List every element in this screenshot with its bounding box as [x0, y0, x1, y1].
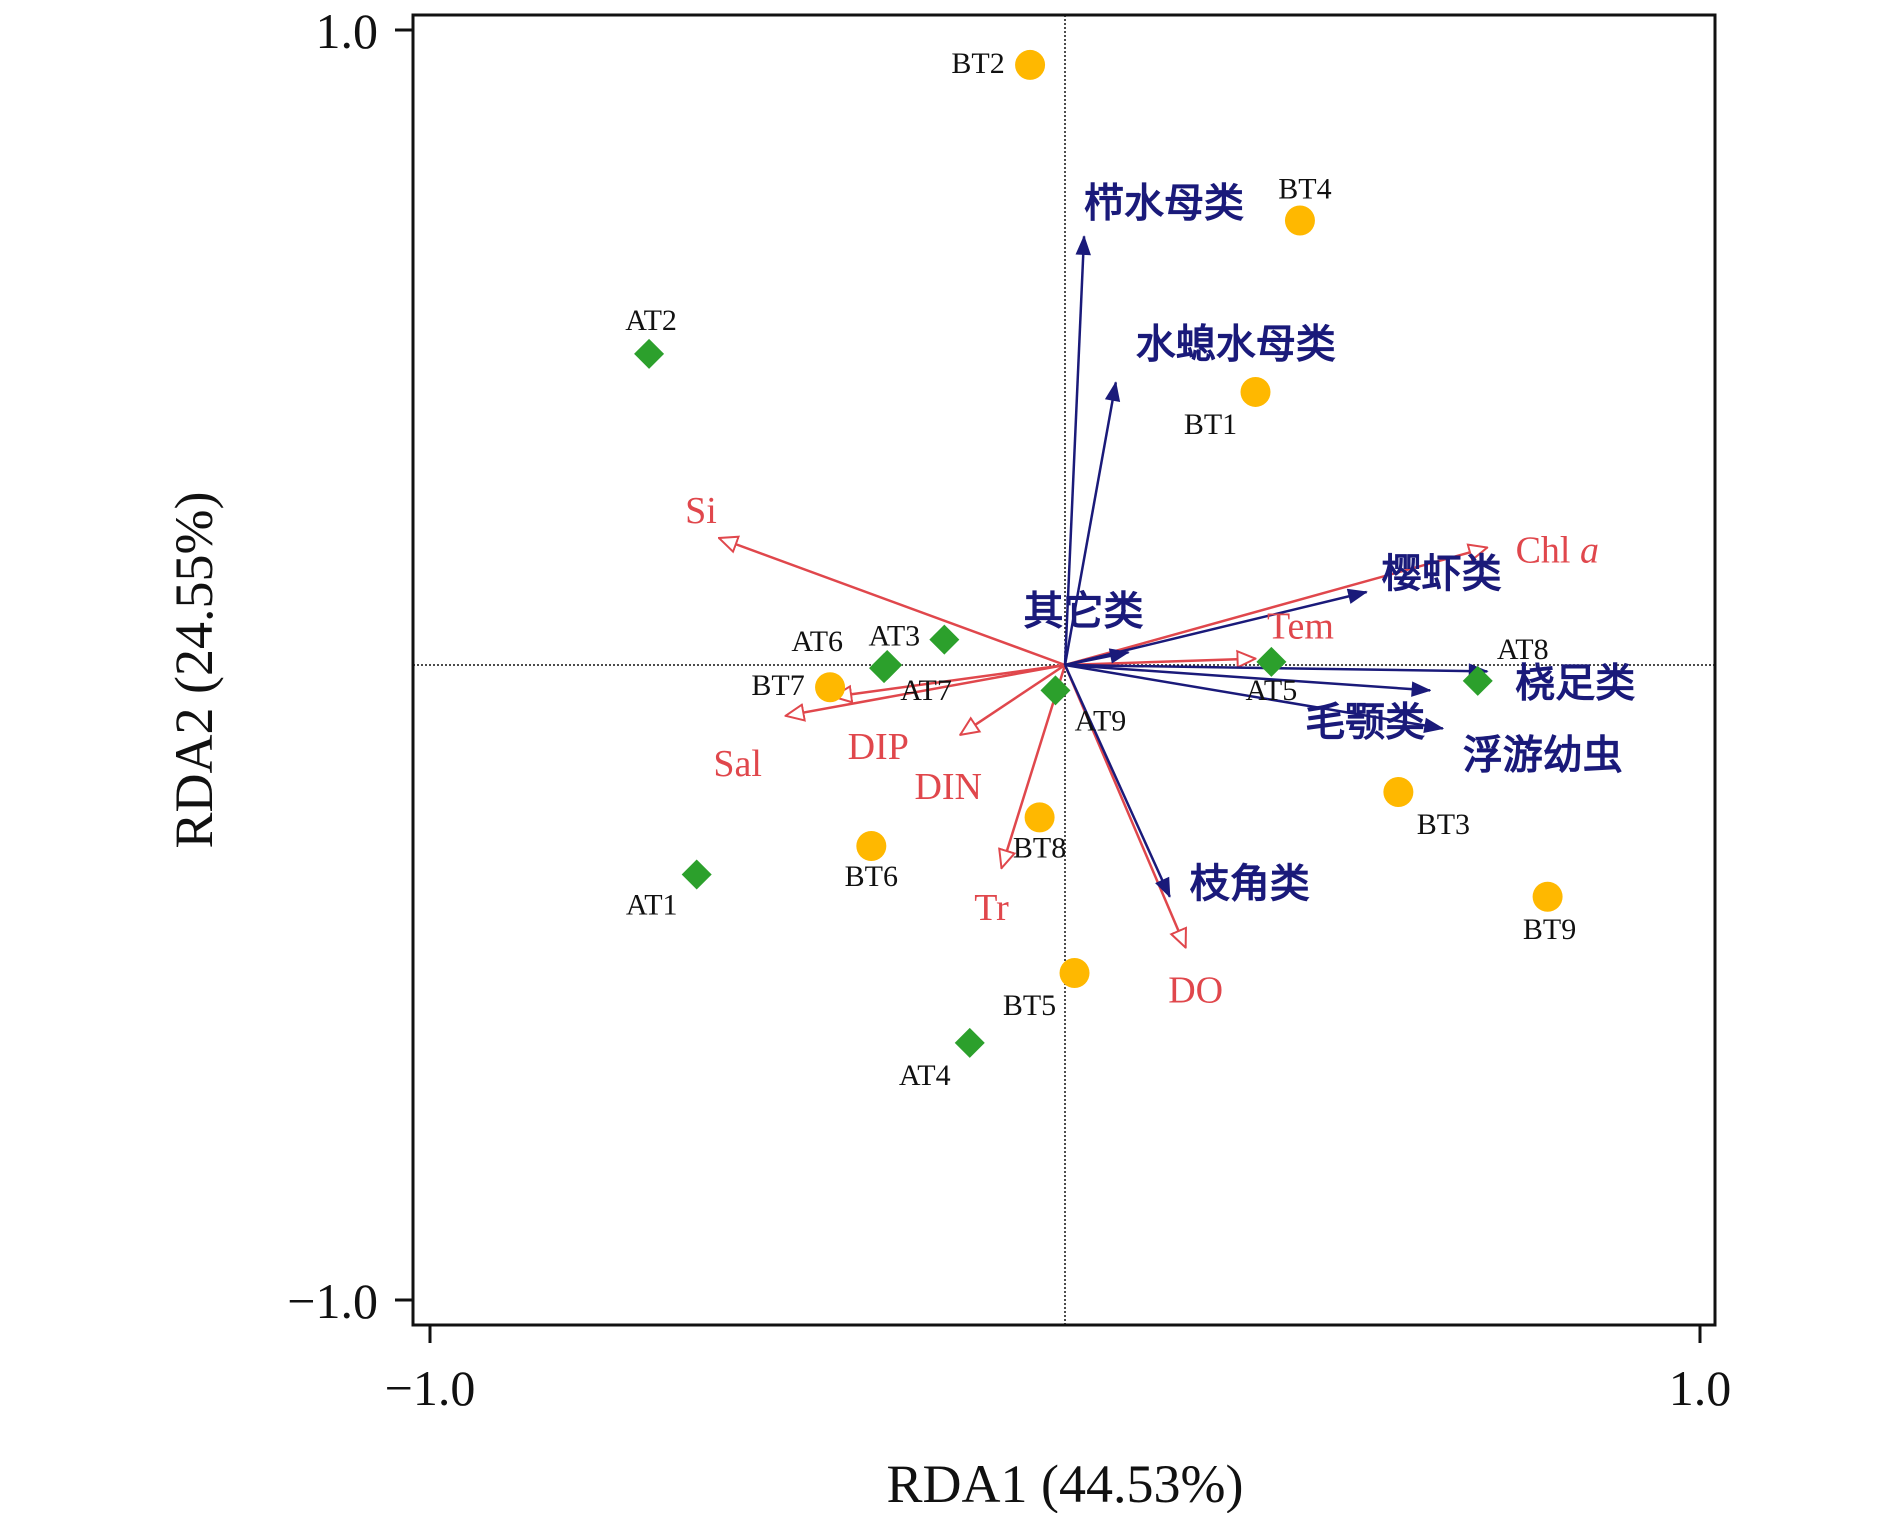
env-arrow-dip [833, 663, 1066, 697]
point-at5 [1256, 646, 1287, 677]
group-arrow-8 [1063, 664, 1171, 897]
site-label-at7: AT7 [900, 674, 952, 707]
env-arrow-din [960, 663, 1066, 735]
env-arrow-tem [1064, 659, 1256, 665]
site-label-at4: AT4 [899, 1059, 951, 1092]
point-at3 [929, 624, 960, 655]
site-label-bt2: BT2 [951, 47, 1004, 80]
site-label-bt8: BT8 [1013, 831, 1066, 864]
env-label-tem: Tem [1267, 606, 1334, 648]
site-label-bt7: BT7 [751, 669, 804, 702]
x-tick-label-min: −1.0 [385, 1360, 476, 1416]
group-arrow-2 [1063, 382, 1116, 666]
point-bt6 [856, 830, 887, 861]
point-bt9 [1532, 881, 1563, 912]
group-label-7: 浮游幼虫 [1463, 733, 1623, 779]
point-bt8 [1024, 802, 1055, 833]
env-arrow-chl-a [1064, 548, 1487, 667]
group-label-5: 桡足类 [1515, 660, 1635, 706]
point-at8 [1462, 665, 1493, 696]
site-label-bt5: BT5 [1003, 989, 1056, 1022]
env-label-din: DIN [914, 766, 982, 808]
site-label-bt1: BT1 [1184, 408, 1237, 441]
env-label-do: DO [1168, 970, 1223, 1012]
site-label-at1: AT1 [626, 889, 678, 922]
y-tick-label-max: 1.0 [316, 3, 379, 59]
group-arrow-6 [1064, 663, 1430, 690]
point-at9 [1040, 675, 1071, 706]
site-label-bt6: BT6 [845, 860, 898, 893]
point-bt1 [1240, 376, 1271, 407]
group-arrow-7 [1064, 663, 1443, 729]
group-label-2: 水螅水母类 [1136, 321, 1336, 367]
point-at4 [954, 1027, 985, 1058]
site-label-bt9: BT9 [1523, 913, 1576, 946]
group-label-4: 樱虾类 [1382, 551, 1502, 597]
site-label-at5: AT5 [1246, 674, 1298, 707]
point-bt2 [1015, 49, 1046, 80]
group-label-6: 毛颚类 [1305, 699, 1425, 745]
env-label-tr: Tr [974, 887, 1009, 929]
y-tick-label-min: −1.0 [287, 1273, 378, 1329]
site-points [634, 49, 1563, 1058]
site-label-at8: AT8 [1497, 633, 1549, 666]
site-label-at3: AT3 [869, 620, 921, 653]
env-label-chl-a: Chl a [1516, 530, 1599, 572]
group-label-8: 枝角类 [1190, 861, 1310, 907]
point-bt4 [1284, 205, 1315, 236]
point-at2 [634, 338, 665, 369]
group-label-1: 栉水母类 [1084, 180, 1244, 226]
site-label-at6: AT6 [791, 625, 843, 658]
env-label-dip: DIP [848, 726, 909, 768]
group-label-3: 其它类 [1024, 588, 1144, 634]
point-at7 [869, 653, 900, 684]
site-label-bt3: BT3 [1417, 808, 1470, 841]
site-label-at9: AT9 [1075, 704, 1127, 737]
group-arrow-4 [1064, 592, 1367, 667]
y-axis-title: RDA2 (24.55%) [164, 492, 224, 849]
site-label-at2: AT2 [625, 304, 677, 337]
group-arrow-1 [1063, 236, 1084, 666]
group-vectors [1063, 236, 1487, 897]
point-bt7 [815, 672, 846, 703]
env-arrow-sal [786, 663, 1066, 716]
point-bt3 [1383, 777, 1414, 807]
env-label-sal: Sal [713, 743, 762, 785]
point-bt5 [1059, 957, 1090, 988]
x-tick-label-max: 1.0 [1669, 1360, 1732, 1416]
env-arrow-si [719, 538, 1066, 667]
env-label-si: Si [685, 490, 717, 532]
plot-frame [395, 13, 1717, 1343]
x-axis-title: RDA1 (44.53%) [887, 1454, 1244, 1513]
site-label-bt4: BT4 [1278, 173, 1331, 206]
point-at1 [681, 859, 712, 890]
